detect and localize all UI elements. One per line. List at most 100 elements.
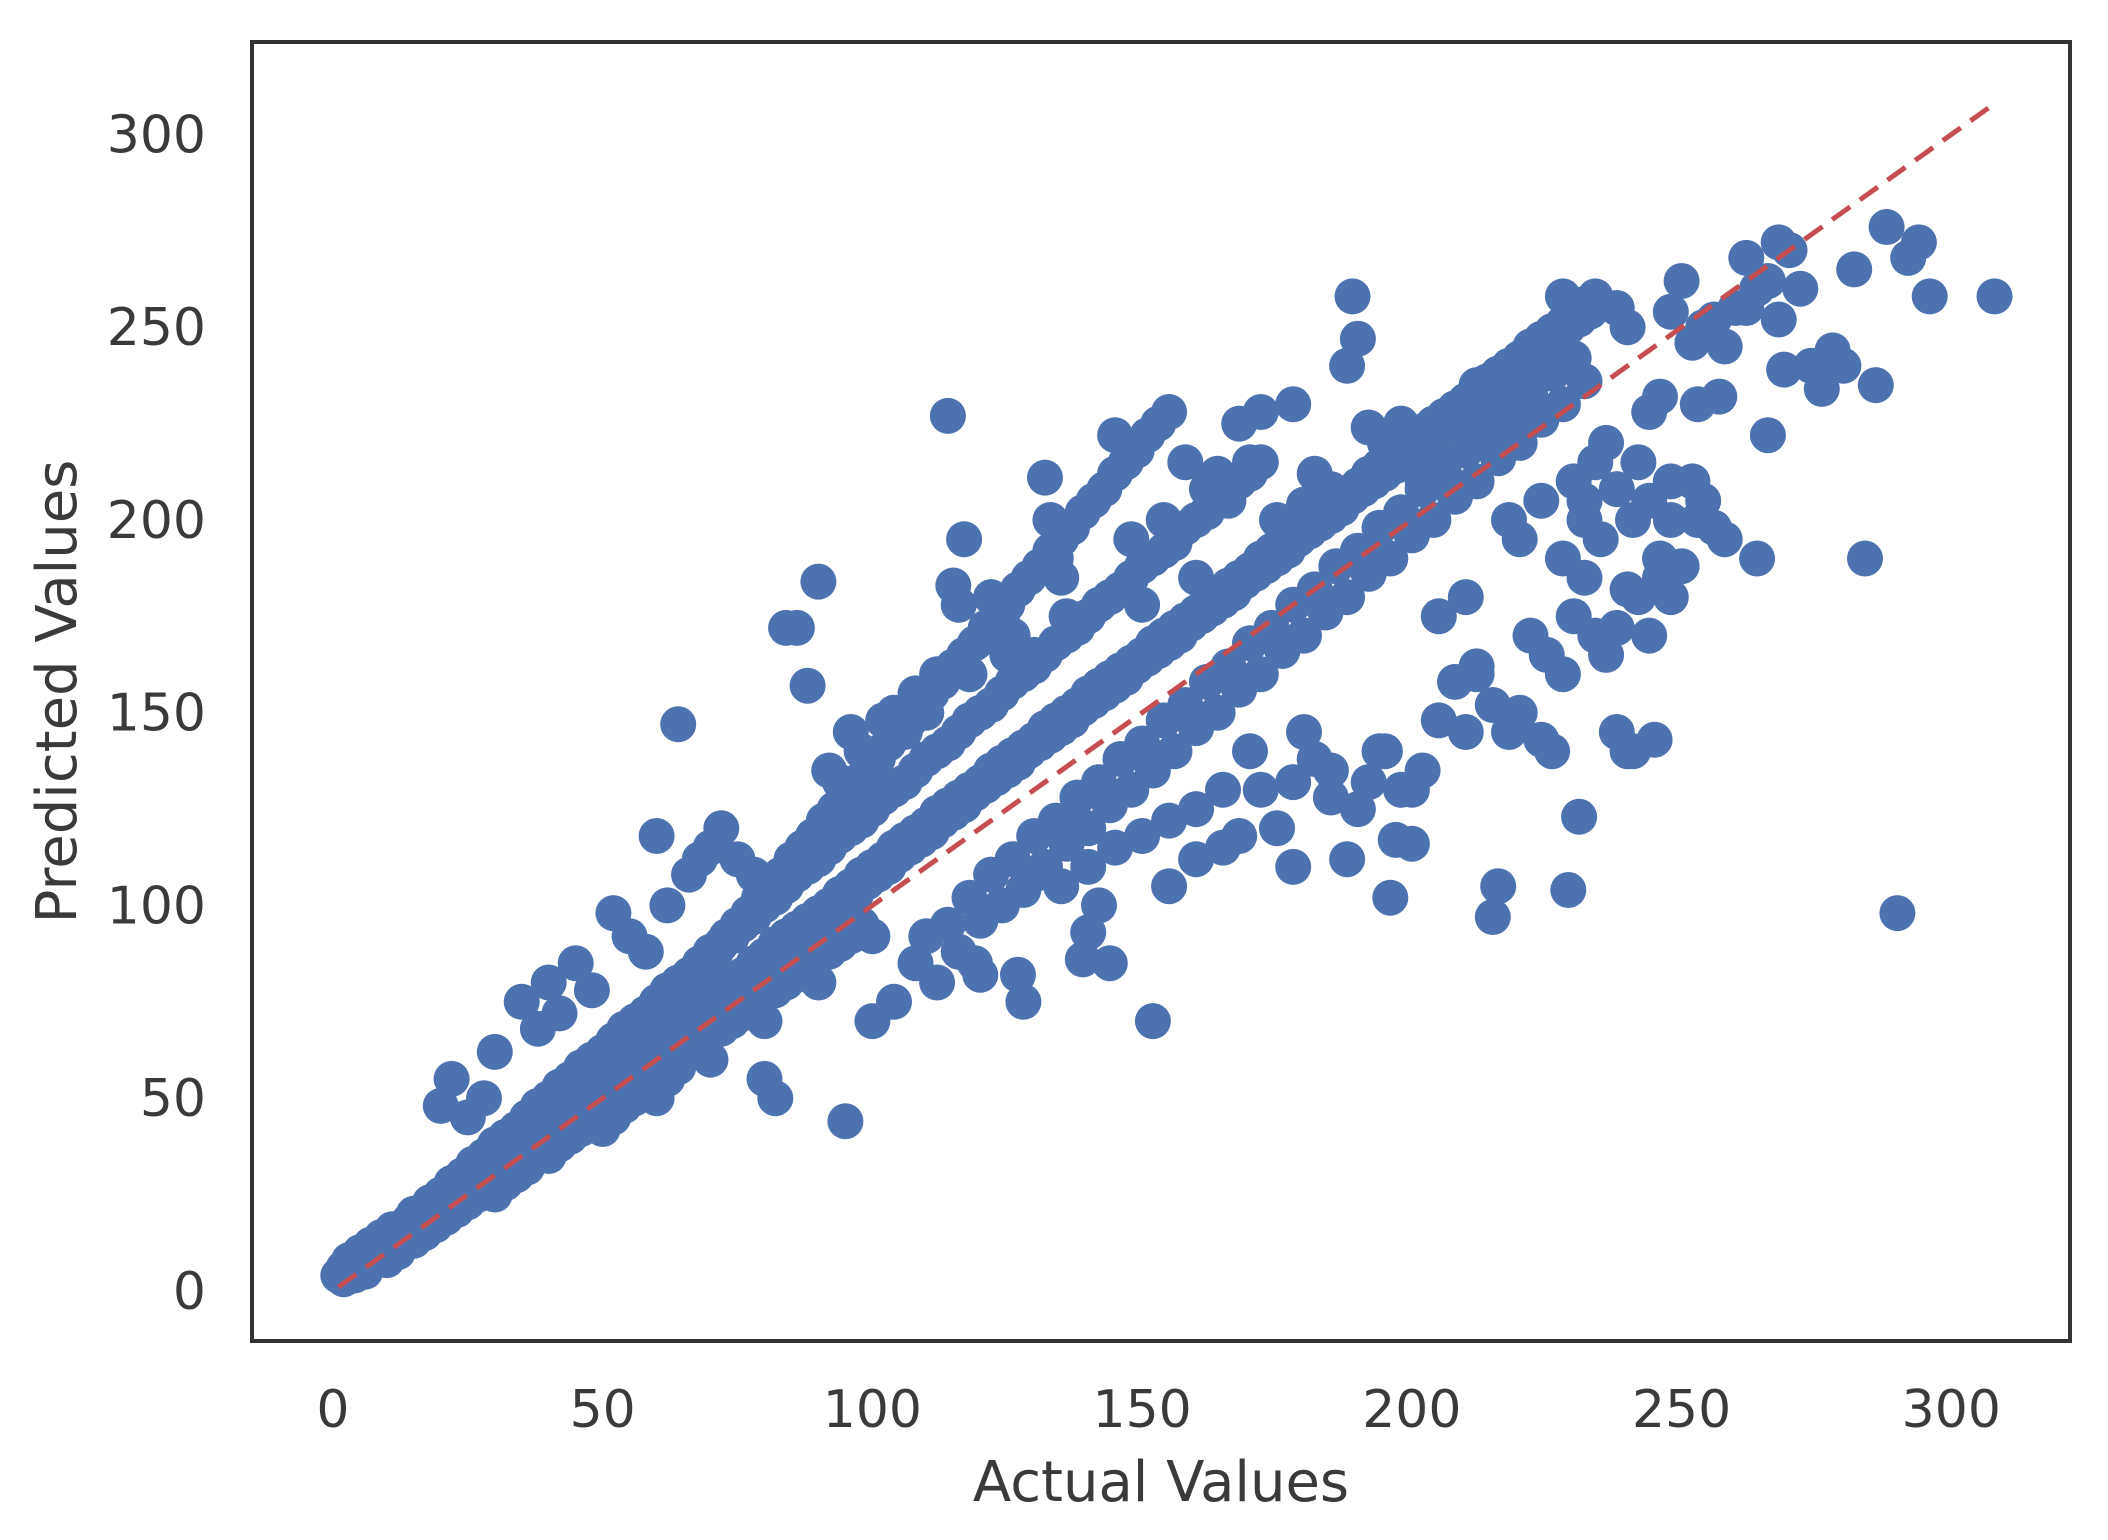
data-point — [1836, 251, 1873, 288]
data-point — [1372, 879, 1409, 916]
data-point — [1393, 432, 1430, 469]
data-point — [1523, 721, 1560, 758]
data-point — [1652, 463, 1689, 500]
data-point — [1803, 370, 1840, 407]
data-point — [1156, 733, 1193, 770]
x-tick-label: 100 — [823, 1380, 922, 1440]
data-point — [1064, 941, 1101, 978]
data-point — [940, 933, 977, 970]
data-point — [1620, 444, 1657, 481]
data-point — [530, 964, 567, 1001]
data-point — [1156, 525, 1193, 562]
data-point — [503, 983, 540, 1020]
data-point — [1377, 821, 1414, 858]
data-point — [1167, 444, 1204, 481]
data-point — [1728, 290, 1765, 326]
x-ticks: 0 50 100 150 200 250 300 — [316, 1380, 2001, 1440]
data-point — [1825, 347, 1862, 384]
y-tick-label: 300 — [107, 106, 206, 166]
data-point — [1259, 502, 1295, 538]
data-point — [1420, 598, 1457, 635]
plot-frame — [250, 40, 2072, 1343]
data-point — [1393, 771, 1430, 808]
data-point — [1232, 733, 1268, 770]
data-point — [1151, 394, 1188, 430]
data-point — [573, 1099, 610, 1136]
data-point — [1652, 293, 1689, 330]
data-point — [1642, 378, 1678, 415]
data-point — [1205, 771, 1241, 808]
data-point — [1329, 579, 1366, 616]
data-point — [1334, 278, 1371, 315]
data-point — [1868, 209, 1905, 245]
y-tick-label: 150 — [107, 684, 206, 744]
data-point — [1598, 609, 1635, 646]
data-point — [919, 964, 956, 1001]
data-point — [1847, 540, 1883, 577]
data-point — [876, 983, 912, 1020]
data-point — [1242, 394, 1279, 430]
data-point — [1679, 502, 1716, 538]
data-point — [1097, 829, 1134, 866]
data-point — [1447, 714, 1484, 750]
data-point — [466, 1080, 502, 1117]
data-point — [1242, 771, 1279, 808]
data-point — [1312, 752, 1349, 789]
data-point — [1501, 521, 1538, 558]
data-point — [1070, 914, 1107, 951]
data-point — [1178, 559, 1215, 596]
data-point — [703, 810, 740, 847]
data-point — [1124, 818, 1161, 854]
data-point — [1339, 791, 1376, 828]
data-point — [1178, 841, 1215, 878]
data-point — [1232, 444, 1268, 481]
x-tick-label: 200 — [1362, 1380, 1461, 1440]
data-point — [1027, 459, 1063, 496]
data-point — [1016, 636, 1053, 673]
data-point — [1275, 764, 1312, 801]
data-point — [1766, 351, 1803, 388]
data-point — [1005, 872, 1042, 908]
data-point — [962, 956, 999, 993]
data-point — [800, 964, 837, 1001]
y-tick-label: 50 — [140, 1069, 206, 1129]
data-point — [1242, 656, 1279, 693]
data-point — [557, 945, 594, 982]
data-point — [692, 1041, 729, 1078]
data-point — [1782, 270, 1819, 307]
data-point — [1027, 848, 1063, 885]
data-point — [1857, 367, 1894, 404]
x-tick-label: 300 — [1902, 1380, 2001, 1440]
data-point — [1199, 694, 1236, 731]
data-point — [433, 1060, 470, 1097]
data-point — [1598, 471, 1635, 508]
data-point — [1275, 848, 1312, 885]
data-point — [1480, 868, 1517, 905]
data-point — [1178, 791, 1215, 828]
data-point — [1329, 347, 1366, 384]
data-point — [1582, 521, 1619, 558]
y-tick-label: 100 — [107, 876, 206, 936]
data-point — [1312, 471, 1349, 508]
data-point — [1911, 278, 1948, 315]
data-point — [1523, 482, 1560, 519]
data-point — [627, 933, 664, 970]
data-point — [929, 906, 966, 943]
data-point — [1205, 829, 1241, 866]
data-point — [1199, 455, 1236, 492]
data-point — [778, 609, 815, 646]
data-point — [1739, 540, 1776, 577]
data-point — [1760, 301, 1797, 338]
data-point — [1151, 802, 1188, 839]
data-point — [1663, 263, 1700, 299]
data-point — [1372, 540, 1409, 577]
data-point — [638, 818, 675, 854]
data-point — [1749, 417, 1786, 454]
data-point — [649, 887, 686, 924]
data-point — [627, 1072, 664, 1109]
data-point — [1366, 733, 1403, 770]
data-point — [1339, 320, 1376, 357]
data-point — [1286, 486, 1322, 523]
x-axis-label: Actual Values — [973, 1450, 1349, 1515]
